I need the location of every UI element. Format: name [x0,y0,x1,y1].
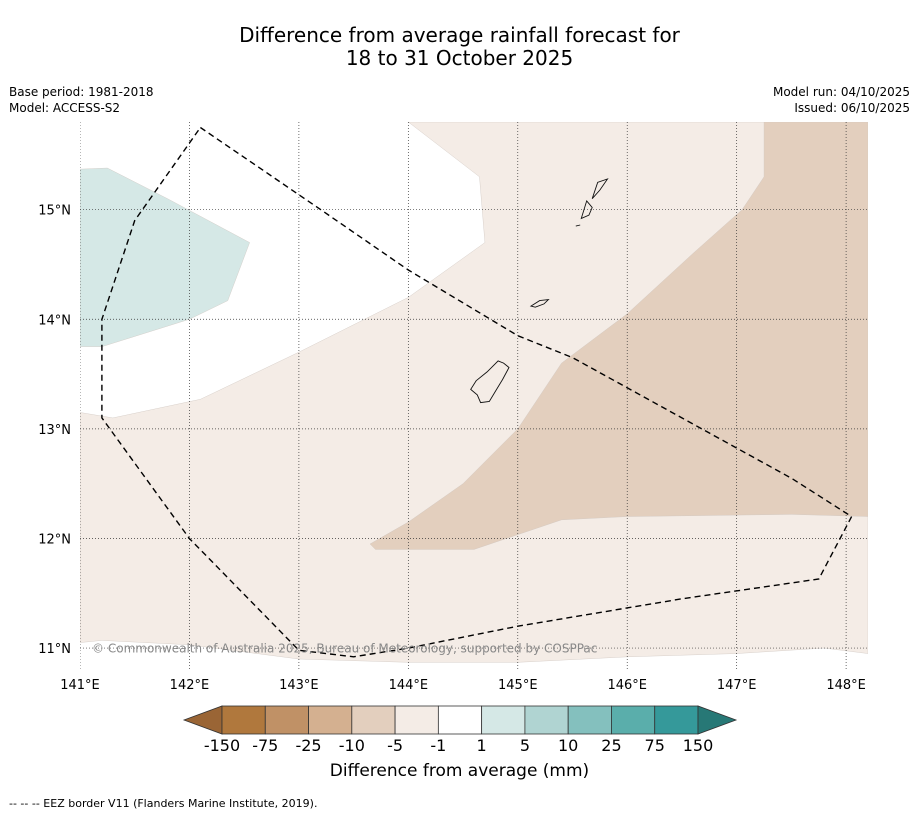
lon-tick-label: 146°E [607,678,647,693]
colorbar-segment [654,705,699,735]
lon-tick-label: 141°E [60,678,100,693]
colorbar-extend-low [182,705,223,735]
lat-tick-label: 12°N [38,532,71,547]
colorbar-tick-label: 5 [519,736,530,755]
island-guam [470,360,510,404]
colorbar-segment [308,705,353,735]
lat-tick-label: 14°N [38,313,71,328]
colorbar-tick-label: -1 [430,736,447,755]
island-tinian [580,199,593,220]
model-run-label: Model run: 04/10/2025 [772,85,910,99]
colorbar-segment [221,705,266,735]
lon-tick-label: 147°E [717,678,757,693]
base-period-label: Base period: 1981-2018 [9,85,154,99]
region-2 [80,167,250,347]
lon-tick-label: 148°E [826,678,866,693]
colorbar-segment [264,705,309,735]
colorbar-tick-label: 10 [557,736,579,755]
lat-tick-label: 13°N [38,423,71,438]
region-1 [369,122,868,550]
lon-tick-label: 145°E [498,678,538,693]
colorbar-segment [351,705,396,735]
colorbar-tick-label: -150 [203,736,241,755]
colorbar-segment [437,705,483,735]
island-rota [529,299,550,308]
eez-legend-note: -- -- -- EEZ border V11 (Flanders Marine… [9,797,318,810]
colorbar-tick-label: -25 [295,736,322,755]
island-saipan [591,178,609,199]
model-label: Model: ACCESS-S2 [9,101,121,115]
lon-tick-label: 142°E [170,678,210,693]
colorbar-segment [394,705,439,735]
colorbar-extend-high [697,705,738,735]
lon-tick-label: 144°E [389,678,429,693]
colorbar-tick-label: 1 [476,736,487,755]
lon-tick-label: 143°E [279,678,319,693]
issued-label: Issued: 06/10/2025 [794,101,910,115]
colorbar-segment [481,705,526,735]
island-aguijan [575,224,581,227]
eez-border [101,126,853,658]
colorbar-segment [611,705,656,735]
colorbar-tick-label: -75 [252,736,279,755]
colorbar-segment [567,705,612,735]
map-title-line1: Difference from average rainfall forecas… [239,23,680,47]
colorbar-title: Difference from average (mm) [329,761,590,781]
colorbar-tick-label: -10 [338,736,365,755]
map-title-line2: 18 to 31 October 2025 [345,46,574,70]
lat-tick-label: 15°N [38,204,71,219]
map-plot-area: © Commonwealth of Australia 2025, Bureau… [80,122,868,670]
colorbar-tick-label: -5 [387,736,404,755]
colorbar-tick-label: 75 [644,736,665,755]
colorbar-tick-label: 25 [601,736,622,755]
colorbar-tick-label: 150 [682,736,714,755]
copyright-text: © Commonwealth of Australia 2025, Bureau… [92,641,597,655]
colorbar [182,705,738,735]
colorbar-segment [524,705,569,735]
lat-tick-label: 11°N [38,642,71,657]
